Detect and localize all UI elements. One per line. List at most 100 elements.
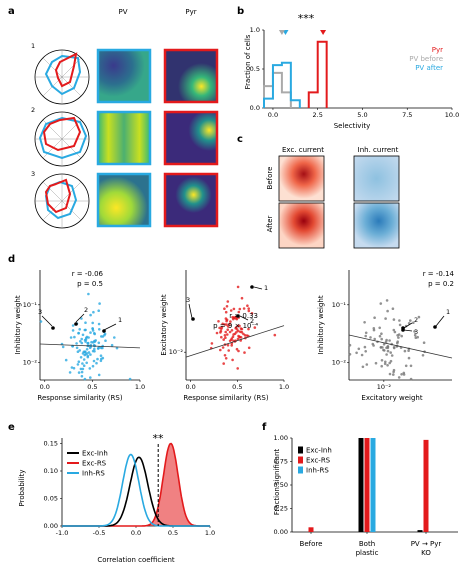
pyr-tuning-curve: [54, 52, 78, 88]
panel-f-cat-ko-2: KO: [421, 549, 431, 557]
scatter-point: [253, 326, 257, 329]
scatter-point: [247, 327, 250, 331]
scatter-point: [224, 336, 227, 340]
y-tick-label: 1.00: [274, 434, 288, 442]
scatter-point: [380, 332, 383, 336]
scatter-point: [219, 348, 222, 352]
scatter-point: [393, 330, 397, 334]
highlighted-point: [250, 285, 254, 289]
panel-f-cat-before: Before: [300, 540, 323, 548]
scatter-point: [228, 322, 231, 326]
scatter-point: [236, 285, 240, 289]
x-tick-label: 0.0: [185, 383, 195, 391]
y-tick-label: 0.25: [274, 505, 288, 513]
panel-e-significance: **: [153, 432, 165, 445]
legend-swatch: [298, 466, 303, 474]
scatter-point: [91, 349, 95, 353]
scatter-point: [98, 302, 101, 305]
scatter-point: [237, 310, 241, 314]
legend-label: Exc-RS: [306, 457, 331, 465]
polar-plot: [34, 173, 90, 229]
highlighted-point: [102, 329, 106, 333]
scatter-point: [69, 336, 73, 339]
regression-line: [348, 334, 453, 359]
scatter-point: [89, 353, 92, 356]
scatter-point: [110, 343, 114, 347]
arrow-label-3: 3: [38, 308, 42, 316]
scatter-point: [88, 346, 92, 350]
scatter-point: [85, 348, 89, 351]
scatter-point: [79, 340, 82, 343]
scatter-point: [348, 343, 352, 347]
scatter-point: [223, 307, 226, 311]
scatter-point: [390, 354, 394, 357]
scatter-point: [357, 347, 361, 351]
panel-c-row-before: Before: [266, 167, 274, 190]
y-tick-label: 10⁻²: [23, 359, 38, 367]
legend-label: Exc-Inh: [82, 450, 108, 458]
scatter-point: [77, 360, 81, 364]
highlighted-point: [401, 328, 405, 332]
y-tick-label: 0.10: [44, 467, 58, 475]
scatter-point: [221, 322, 224, 326]
scatter-point: [220, 335, 223, 339]
pv-before-mean-marker: [278, 30, 285, 35]
scatter-point: [75, 346, 79, 350]
scatter-point: [386, 349, 390, 353]
arrow-label-2: 2: [414, 316, 418, 324]
scatter-point: [246, 304, 249, 308]
scatter-point: [247, 309, 251, 313]
y-tick-label: 10⁻¹: [23, 301, 38, 309]
scatter-point: [364, 334, 368, 338]
scatter-point: [229, 320, 232, 323]
scatter-point: [402, 373, 406, 376]
scatter-point: [61, 345, 65, 349]
d2-arrows: 3 1 2: [186, 284, 268, 325]
scatter-point: [398, 319, 401, 322]
panel-e-letter: e: [8, 422, 15, 433]
scatter-point: [385, 299, 389, 302]
highlighted-point: [51, 326, 55, 330]
scatter-point: [373, 316, 376, 320]
scatter-point: [238, 335, 241, 339]
polar-plot: [34, 111, 90, 167]
scatter-point: [89, 313, 92, 317]
regression-line: [185, 325, 285, 358]
scatter-point: [407, 356, 411, 360]
scatter-point: [392, 328, 396, 332]
scatter-point: [388, 339, 391, 342]
scatter-point: [80, 370, 84, 374]
x-tick-label: 10⁻²: [377, 383, 392, 391]
scatter-point: [235, 347, 239, 351]
x-tick-label: 0.5: [168, 529, 178, 537]
scatter-point: [413, 333, 417, 337]
scatter-point: [230, 329, 234, 332]
x-tick-label: -1.0: [56, 529, 69, 537]
d2-r: r = 0.33: [229, 312, 258, 320]
y-tick-label: 0.0: [250, 104, 260, 112]
scatter-point: [389, 351, 393, 354]
scatter-point: [372, 327, 376, 330]
x-tick-label: 5.0: [357, 111, 367, 119]
x-tick-label: 0.0: [268, 111, 278, 119]
scatter-point: [93, 339, 96, 343]
d2-xlabel: Response similarity (RS): [183, 394, 268, 402]
scatter-point: [363, 345, 367, 349]
chart-d3: 10⁻² 10⁻² 10⁻¹: [332, 270, 453, 391]
arrow-label-3: 3: [186, 296, 190, 304]
panel-f-cat-both-1: Both: [359, 540, 375, 548]
scatter-point: [70, 366, 74, 369]
scatter-point: [76, 350, 80, 354]
scatter-point: [355, 351, 358, 355]
scatter-point: [226, 300, 230, 303]
scatter-point: [374, 361, 378, 365]
arrow-label-1: 1: [446, 308, 450, 316]
panel-b-legend: Pyr PV before PV after: [409, 46, 443, 72]
pyr-tuning-curve: [44, 178, 72, 214]
scatter-point: [382, 343, 386, 346]
scatter-point: [238, 307, 242, 311]
scatter-point: [240, 330, 244, 334]
scatter-point: [378, 334, 382, 338]
scatter-point: [92, 359, 96, 363]
